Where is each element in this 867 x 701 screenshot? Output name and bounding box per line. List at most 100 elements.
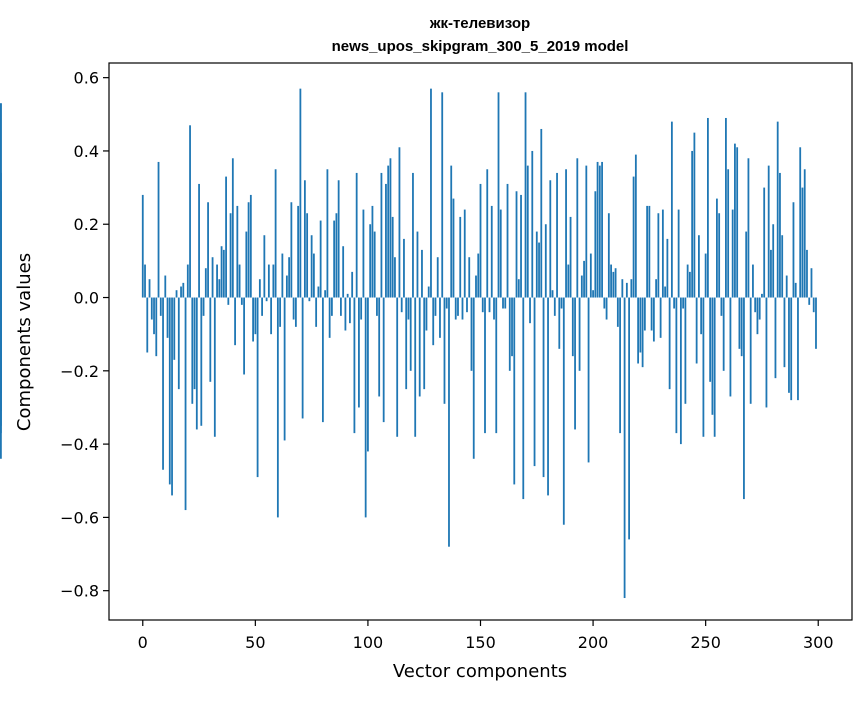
bar-component-299 <box>815 297 817 349</box>
bar-component-273 <box>756 297 759 335</box>
bar-component-43 <box>238 264 241 298</box>
bar-component-158 <box>497 92 500 298</box>
bar-component-109 <box>387 165 390 298</box>
bar-component-216 <box>628 297 630 540</box>
bar-component-108 <box>385 183 387 298</box>
bar-component-283 <box>779 172 781 298</box>
x-tick-label: 100 <box>353 633 384 652</box>
bar-component-48 <box>249 194 252 298</box>
bar-component-187 <box>562 297 565 525</box>
bar-component-1 <box>144 264 146 298</box>
bar-component-93 <box>351 271 354 298</box>
bar-component-70 <box>299 88 302 298</box>
y-tick-label: 0.6 <box>74 69 99 88</box>
bar-component-71 <box>301 297 304 419</box>
bar-component-297 <box>810 268 813 298</box>
bar-component-129 <box>432 297 435 346</box>
bar-component-26 <box>200 297 203 426</box>
x-tick-label: 300 <box>803 633 834 652</box>
bar-component-121 <box>414 297 417 437</box>
bar-component-239 <box>679 297 682 445</box>
bar-component-85 <box>333 220 336 298</box>
y-tick-label: −0.2 <box>60 362 99 381</box>
bar-component-219 <box>634 154 637 298</box>
bar-component-175 <box>535 231 538 298</box>
bar-component-195 <box>580 275 583 298</box>
bar-component-192 <box>574 297 576 430</box>
bar-component-275 <box>761 293 763 298</box>
bar-component-126 <box>425 297 428 331</box>
bar-component-256 <box>718 213 721 298</box>
bar-component-102 <box>371 205 374 298</box>
bar-component-173 <box>531 150 534 298</box>
bar-component-264 <box>736 147 739 298</box>
bar-component-188 <box>565 169 567 298</box>
bar-component-255 <box>716 198 718 298</box>
bar-component-169 <box>522 297 525 500</box>
bar-component-293 <box>801 187 804 298</box>
bar-component-31 <box>211 257 214 298</box>
bar-component-145 <box>468 257 471 298</box>
bar-component-164 <box>511 297 513 357</box>
bar-component-36 <box>222 249 225 298</box>
bar-component-22 <box>191 297 194 404</box>
bar-component-89 <box>342 246 345 298</box>
x-tick-label: 0 <box>138 633 148 652</box>
bar-component-171 <box>526 165 529 298</box>
bar-component-214 <box>623 297 626 599</box>
y-tick-label: −0.4 <box>60 435 99 454</box>
bar-component-54 <box>263 235 266 298</box>
bar-component-258 <box>722 297 725 371</box>
bar-component-193 <box>576 158 579 298</box>
bar-component-279 <box>770 249 772 298</box>
bar-component-75 <box>310 235 313 298</box>
bar-component-190 <box>569 216 572 298</box>
bar-component-203 <box>598 165 601 298</box>
bar-component-157 <box>495 297 498 434</box>
bar-component-163 <box>508 297 511 371</box>
bar-component-25 <box>198 183 200 298</box>
bar-component-32 <box>213 297 216 437</box>
bar-component-135 <box>445 297 448 309</box>
bar-component-91 <box>346 293 349 298</box>
bar-component-271 <box>752 264 754 298</box>
bar-component-165 <box>513 297 516 485</box>
bar-component-235 <box>670 121 673 298</box>
bar-component-90 <box>344 297 347 331</box>
bar-component-5 <box>153 297 155 335</box>
bar-component-65 <box>288 257 291 298</box>
y-tick-label: 0.2 <box>74 215 99 234</box>
bar-component-244 <box>691 150 694 298</box>
bar-component-130 <box>434 297 437 316</box>
bar-component-13 <box>171 297 173 496</box>
bar-component-58 <box>272 264 275 298</box>
bar-component-95 <box>355 172 358 298</box>
bar-component-218 <box>632 176 635 298</box>
bar-component-225 <box>648 205 651 298</box>
bar-component-84 <box>331 297 333 316</box>
bar-component-99 <box>364 297 367 518</box>
bar-component-198 <box>587 297 590 463</box>
bar-component-260 <box>727 169 730 298</box>
bar-component-116 <box>403 238 405 298</box>
bar-component-227 <box>652 297 655 342</box>
bar-component-185 <box>558 297 561 349</box>
bar-component-83 <box>328 297 331 338</box>
bar-component-107 <box>382 297 385 423</box>
bar-component-263 <box>734 143 736 298</box>
bar-component-9 <box>162 297 164 470</box>
bar-component-272 <box>754 297 757 313</box>
bar-component-270 <box>749 297 752 404</box>
bar-component-217 <box>630 279 633 298</box>
bar-component-34 <box>218 279 221 298</box>
bar-component-132 <box>439 297 441 338</box>
bar-component-128 <box>430 88 432 298</box>
bar-component-276 <box>763 187 766 298</box>
bar-component-33 <box>216 264 218 298</box>
bar-component-290 <box>794 282 797 298</box>
bar-component-186 <box>560 297 563 309</box>
bar-component-199 <box>589 253 592 298</box>
x-axis-label: Vector components <box>393 661 567 682</box>
